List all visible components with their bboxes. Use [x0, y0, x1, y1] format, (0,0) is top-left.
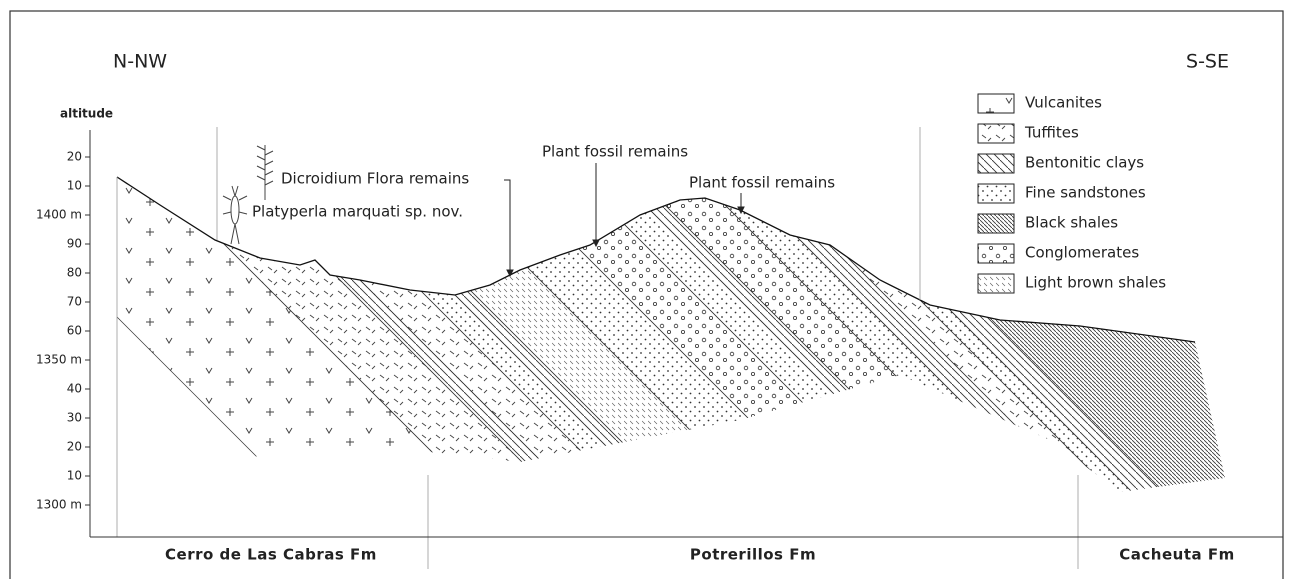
tick-label: 90: [67, 237, 82, 251]
legend-swatch: [978, 94, 1014, 113]
direction-right: S-SE: [1186, 51, 1229, 73]
annotation: Plant fossil remains: [689, 174, 835, 192]
legend-swatch: [978, 274, 1014, 293]
legend-label: Vulcanites: [1025, 94, 1102, 112]
formation: Cacheuta Fm: [1119, 546, 1234, 564]
legend-swatch: [978, 124, 1014, 143]
tick-label: 70: [67, 295, 82, 309]
tick-label: 1400 m: [36, 208, 82, 222]
axis-label: altitude: [60, 107, 113, 121]
tick-label: 30: [67, 411, 82, 425]
legend-label: Tuffites: [1024, 124, 1079, 142]
legend-label: Light brown shales: [1025, 274, 1166, 292]
tick-label: 40: [67, 382, 82, 396]
legend-label: Black shales: [1025, 214, 1118, 232]
formation: Potrerillos Fm: [690, 546, 816, 564]
tick-label: 1350 m: [36, 353, 82, 367]
legend-swatch: [978, 154, 1014, 173]
tick-label: 20: [67, 440, 82, 454]
legend-label: Fine sandstones: [1025, 184, 1146, 202]
annotation: Plant fossil remains: [542, 143, 688, 161]
tick-label: 10: [67, 179, 82, 193]
legend-label: Bentonitic clays: [1025, 154, 1144, 172]
legend-swatch: [978, 214, 1014, 233]
legend-label: Conglomerates: [1025, 244, 1139, 262]
tick-label: 60: [67, 324, 82, 338]
tick-label: 20: [67, 150, 82, 164]
formation: Cerro de Las Cabras Fm: [165, 546, 377, 564]
cross-section: N-NW S-SE altitude 20 10 1400 m 90 80 70 60 135…: [0, 0, 1293, 579]
tick-label: 10: [67, 469, 82, 483]
annotation: Platyperla marquati sp. nov.: [252, 203, 463, 221]
tick-label: 80: [67, 266, 82, 280]
direction-left: N-NW: [113, 51, 167, 73]
legend-swatch: [978, 244, 1014, 263]
annotation: Dicroidium Flora remains: [281, 170, 469, 188]
fossil-icons: [223, 145, 273, 244]
legend-swatch: [978, 184, 1014, 203]
tick-label: 1300 m: [36, 498, 82, 512]
